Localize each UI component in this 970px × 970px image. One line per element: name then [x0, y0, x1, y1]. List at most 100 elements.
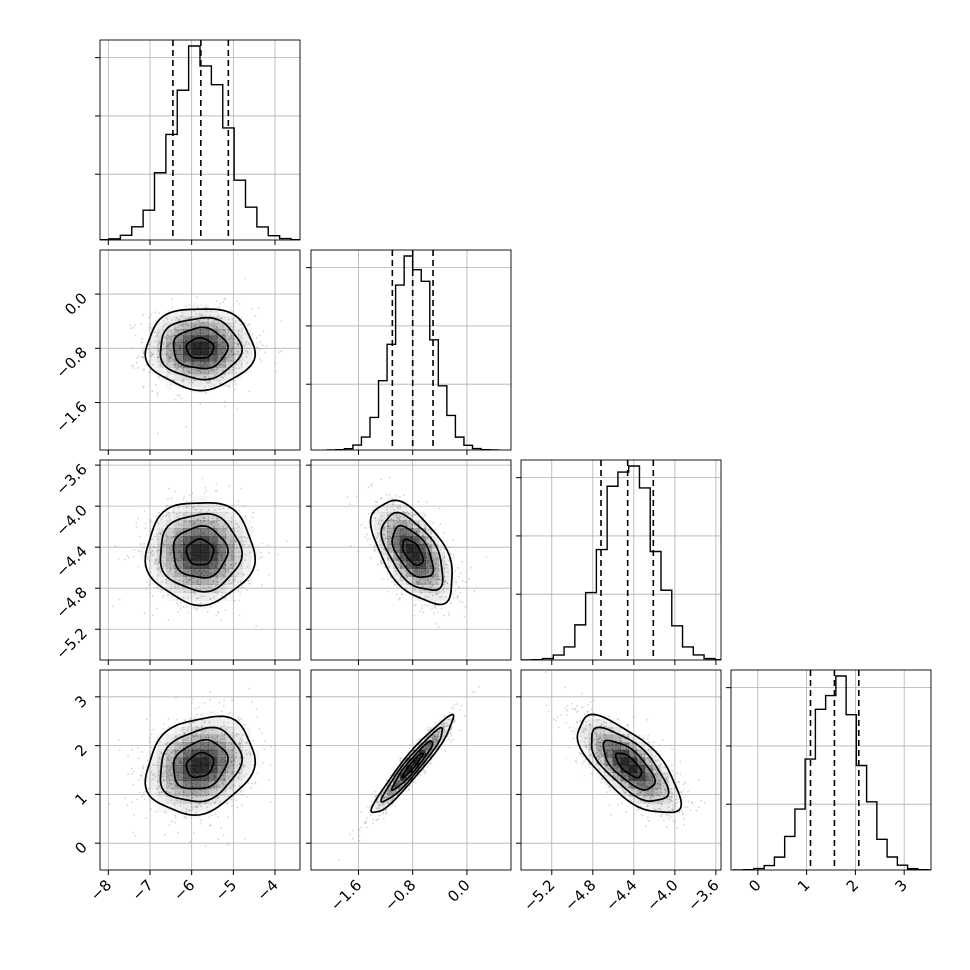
- sample-point: [226, 781, 228, 784]
- sample-point: [457, 567, 459, 569]
- sample-point: [150, 521, 152, 523]
- sample-point: [188, 579, 191, 581]
- sample-point: [204, 376, 207, 379]
- sample-point: [169, 774, 172, 776]
- sample-point: [227, 816, 229, 818]
- sample-point: [215, 580, 218, 583]
- density-cell: [393, 544, 401, 553]
- sample-point: [168, 487, 170, 490]
- sample-point: [220, 577, 223, 580]
- sample-point: [230, 761, 233, 763]
- sample-point: [152, 763, 155, 766]
- sample-point: [178, 338, 180, 341]
- sample-point: [236, 556, 239, 559]
- sample-point: [416, 530, 419, 533]
- sample-point: [233, 368, 236, 371]
- sample-point: [202, 586, 205, 588]
- density-cell: [217, 719, 226, 728]
- sample-point: [215, 614, 218, 617]
- sample-point: [241, 793, 244, 796]
- density-cell: [393, 528, 401, 537]
- sample-point: [383, 796, 385, 799]
- sample-point: [446, 735, 449, 738]
- sample-point: [194, 746, 197, 749]
- density-cell: [225, 757, 235, 766]
- sample-point: [176, 602, 179, 605]
- sample-point: [176, 368, 179, 370]
- sample-point: [370, 483, 373, 486]
- sample-point: [243, 345, 246, 347]
- sample-point: [191, 492, 194, 495]
- sample-point: [257, 307, 260, 309]
- density-cell: [425, 592, 433, 601]
- density-cell: [200, 568, 209, 577]
- sample-point: [216, 797, 219, 800]
- sample-point: [90, 338, 92, 340]
- sample-point: [196, 806, 199, 809]
- density-cell: [208, 354, 218, 362]
- sample-point: [238, 614, 241, 617]
- sample-point: [208, 380, 211, 382]
- density-cell: [225, 568, 235, 577]
- density-cell: [412, 584, 420, 593]
- density-cell: [183, 354, 192, 362]
- sample-point: [403, 521, 406, 523]
- sample-point: [198, 324, 201, 327]
- density-cell: [399, 568, 407, 577]
- sample-point: [181, 314, 183, 317]
- sample-point: [163, 765, 166, 768]
- sample-point: [419, 774, 422, 777]
- sample-point: [139, 543, 142, 546]
- sample-point: [206, 381, 209, 384]
- sample-point: [243, 764, 246, 767]
- sample-point: [212, 520, 214, 523]
- sample-point: [218, 327, 221, 330]
- density-cell: [234, 742, 243, 751]
- sample-point: [385, 779, 388, 782]
- sample-point: [189, 809, 192, 812]
- sample-point: [192, 506, 195, 509]
- sample-point: [254, 781, 256, 784]
- sample-point: [468, 578, 470, 580]
- sample-point: [227, 571, 230, 573]
- sample-point: [165, 514, 168, 516]
- sample-point: [151, 550, 154, 552]
- sample-point: [246, 537, 249, 540]
- sample-point: [425, 557, 428, 559]
- sample-point: [427, 557, 429, 560]
- density-cell: [166, 354, 175, 362]
- sample-point: [194, 508, 197, 511]
- density-cell: [234, 757, 243, 766]
- sample-point: [194, 716, 197, 719]
- sample-point: [434, 578, 437, 581]
- sample-point: [444, 580, 446, 583]
- sample-point: [197, 374, 200, 376]
- sample-point: [256, 569, 259, 572]
- sample-point: [178, 760, 181, 763]
- density-cell: [166, 544, 175, 553]
- sample-point: [181, 338, 184, 341]
- sample-point: [426, 569, 428, 572]
- sample-point: [366, 533, 368, 536]
- sample-point: [164, 348, 167, 350]
- sample-point: [180, 365, 183, 368]
- sample-point: [197, 320, 200, 323]
- sample-point: [222, 783, 225, 786]
- contour-level-3: [369, 499, 453, 606]
- density-cell: [225, 341, 235, 349]
- density-cell: [225, 544, 235, 553]
- density-cell: [438, 584, 445, 593]
- contour-level-1: [172, 326, 229, 370]
- sample-point: [197, 518, 199, 520]
- sample-point: [442, 726, 445, 729]
- sample-point: [203, 517, 206, 520]
- sample-point: [213, 384, 216, 386]
- density-cell: [191, 348, 201, 355]
- sample-point: [396, 516, 399, 519]
- density-cell: [208, 592, 218, 601]
- sample-point: [207, 585, 210, 588]
- sample-point: [171, 783, 173, 785]
- sample-point: [196, 519, 199, 522]
- density-cell: [157, 329, 167, 336]
